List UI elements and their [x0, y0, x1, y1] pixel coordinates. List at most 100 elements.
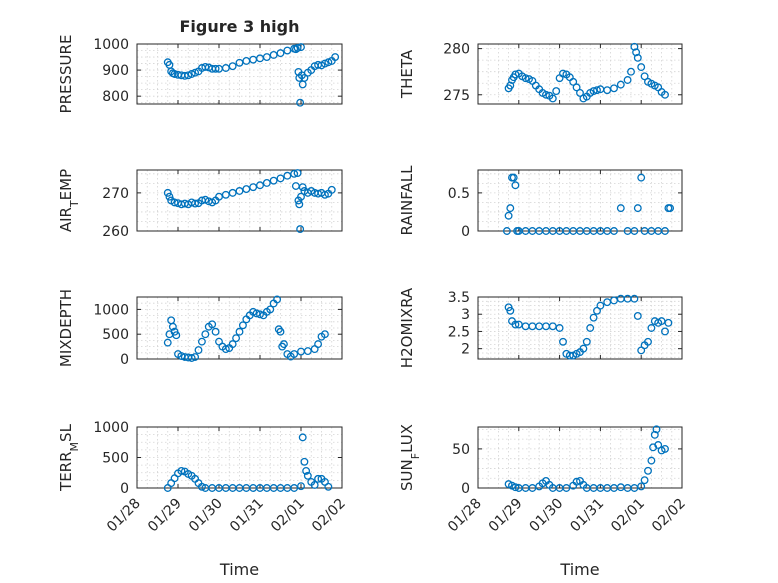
data-point — [327, 185, 336, 194]
data-point — [211, 327, 220, 336]
data-point — [303, 471, 312, 480]
data-point — [269, 176, 278, 185]
y-axis-label-subscript: F — [409, 453, 422, 459]
data-point — [184, 71, 193, 80]
y-axis-label: MIXDEPTH — [57, 289, 75, 367]
axes-box — [136, 43, 343, 105]
data-point — [593, 86, 601, 95]
y-axis-label-part: SL — [57, 423, 75, 442]
data-point — [610, 84, 618, 93]
data-point — [603, 86, 612, 95]
data-point — [652, 425, 661, 434]
x-tick-label: 02/02 — [309, 496, 349, 536]
grid — [477, 44, 683, 104]
data-point — [610, 227, 618, 235]
data-point — [623, 294, 632, 303]
figure-title: Figure 3 high — [180, 17, 300, 36]
data-point — [249, 183, 258, 192]
data-point — [637, 482, 646, 491]
data-point — [262, 179, 271, 187]
data-point — [511, 181, 520, 190]
subplot-terr_msl: 0 500 1000 TERRMSL 01/28 01/29 01/30 01/31 02/01… — [57, 420, 349, 579]
data-point — [163, 338, 172, 347]
data-point — [630, 227, 639, 235]
data-series — [163, 433, 333, 492]
subplot-pressure: 800 900 1000 PRESSURE Figure 3 high — [57, 17, 343, 113]
y-axis-label-part: EMP — [57, 169, 75, 200]
y-tick-label: 260 — [102, 224, 129, 240]
data-point — [276, 174, 285, 183]
y-tick-label: 900 — [102, 63, 129, 79]
y-axis-label-part: AIR — [57, 207, 75, 232]
data-point — [290, 350, 299, 358]
x-tick-label: 01/29 — [486, 496, 526, 536]
data-point — [187, 354, 196, 362]
x-tick-label: 02/02 — [649, 496, 689, 536]
data-point — [314, 474, 323, 483]
data-point — [298, 183, 307, 192]
y-axis-label: THETA — [398, 49, 416, 99]
data-point — [548, 94, 557, 103]
data-point — [542, 322, 550, 331]
subplot-rainfall: 0 0.5 RAINFALL — [398, 165, 683, 240]
data-point — [633, 311, 642, 320]
y-tick-label: 0 — [461, 224, 470, 240]
subplot-theta: 275 280 THETA — [398, 42, 683, 105]
data-point — [290, 484, 299, 492]
data-point — [235, 58, 244, 67]
data-point — [235, 327, 244, 336]
data-point — [242, 185, 251, 194]
data-point — [633, 204, 642, 213]
data-point — [228, 188, 237, 197]
data-point — [627, 67, 635, 76]
data-point — [506, 204, 515, 213]
data-point — [589, 313, 598, 322]
data-point — [521, 74, 530, 83]
data-point — [637, 63, 646, 72]
x-tick-label: 01/29 — [145, 496, 185, 536]
data-point — [298, 80, 307, 89]
data-point — [616, 80, 625, 89]
data-point — [559, 69, 567, 78]
data-point — [589, 87, 598, 96]
data-point — [502, 227, 511, 235]
data-point — [296, 98, 305, 107]
subplot-mixdepth: 0 500 1000 MIXDEPTH — [57, 289, 343, 368]
data-point — [266, 305, 275, 314]
data-point — [276, 49, 285, 58]
subplot-h2omixra: 2 2.533.5 H2OMIXRA — [398, 287, 683, 368]
data-point — [596, 301, 605, 310]
data-point — [168, 322, 177, 331]
axes-box — [477, 426, 683, 489]
y-tick-label: 3 — [461, 307, 470, 323]
x-tick-label: 02/01 — [268, 496, 308, 536]
data-point — [324, 482, 333, 491]
y-axis-label-part: TERR — [57, 451, 75, 492]
y-tick-label: 0 — [120, 352, 129, 368]
data-point — [664, 318, 673, 327]
data-point — [295, 200, 304, 209]
data-point — [661, 327, 669, 336]
data-point — [610, 296, 618, 305]
data-point — [283, 46, 292, 55]
data-point — [291, 182, 300, 190]
data-point — [269, 51, 278, 59]
y-tick-label: 500 — [102, 327, 129, 343]
data-point — [603, 298, 612, 307]
data-point — [256, 310, 264, 319]
y-tick-label: 800 — [102, 89, 129, 105]
data-point — [666, 204, 675, 213]
data-point — [201, 63, 210, 71]
data-point — [165, 192, 174, 201]
x-axis-label: Time — [559, 560, 599, 579]
axes-box — [477, 43, 683, 105]
y-tick-label: 1000 — [93, 302, 129, 318]
data-point — [297, 482, 305, 491]
data-point — [238, 321, 247, 330]
data-point — [559, 337, 567, 346]
data-point — [256, 181, 264, 190]
data-point — [654, 441, 663, 449]
data-point — [630, 294, 639, 303]
data-point — [506, 306, 515, 315]
data-point — [293, 43, 302, 52]
